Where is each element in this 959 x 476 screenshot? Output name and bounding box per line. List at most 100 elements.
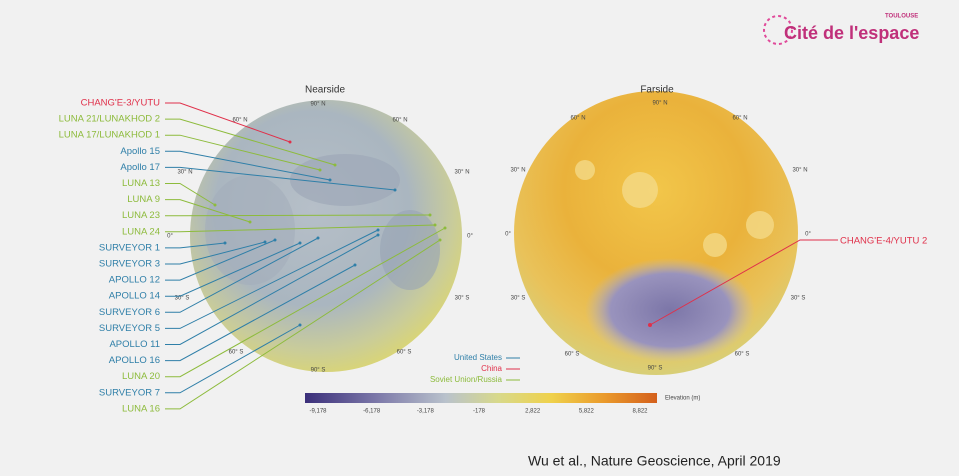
grid-label: 30° S [455, 296, 470, 302]
grid-label: 90° S [648, 366, 663, 372]
site-marker [376, 228, 380, 232]
leader-line [165, 242, 301, 297]
leader-line [165, 237, 319, 313]
site-marker [353, 263, 357, 267]
site-label: SURVEYOR 6 [99, 307, 160, 318]
leader-line [165, 214, 431, 217]
site-label: LUNA 13 [122, 178, 160, 189]
basin [585, 258, 755, 362]
site-marker [273, 238, 277, 242]
colorbar-tick: 8,822 [632, 409, 648, 415]
leader-line [165, 227, 446, 378]
leader-line [165, 199, 251, 223]
site-label: SURVEYOR 7 [99, 387, 160, 398]
crater [622, 172, 658, 208]
colorbar-tick: -3,178 [417, 409, 435, 415]
globe-title: Nearside [305, 85, 345, 96]
crater [575, 160, 595, 180]
grid-label: 30° N [177, 170, 192, 176]
leader-line [165, 118, 336, 166]
site-marker [318, 168, 322, 172]
grid-label: 60° N [392, 118, 407, 124]
grid-label: 30° S [791, 296, 806, 302]
site-label: CHANG'E-3/YUTU [81, 98, 161, 109]
logo: Cité de l'espace TOULOUSE [763, 14, 919, 45]
site-label: CHANG'E-4/YUTU 2 [840, 236, 927, 247]
leader-line [165, 183, 216, 206]
leader-line [649, 239, 838, 326]
globe-title: Farside [640, 85, 674, 96]
site-marker [393, 188, 397, 192]
leader-line [165, 166, 396, 191]
leader-line [165, 239, 441, 410]
site-label: LUNA 20 [122, 371, 160, 382]
grid-label: 90° S [311, 368, 326, 374]
colorbar [305, 393, 657, 403]
grid-label: 30° N [454, 170, 469, 176]
leader-line [165, 102, 291, 143]
site-marker [263, 240, 267, 244]
leader-line [165, 239, 276, 281]
site-label: LUNA 16 [122, 403, 160, 414]
site-marker [648, 323, 652, 327]
leader-line [165, 264, 356, 362]
site-label: APOLLO 14 [109, 291, 160, 302]
legend-label: China [481, 364, 502, 373]
logo-city: TOULOUSE [885, 14, 918, 20]
leader-line [165, 234, 379, 345]
grid-label: 0° [505, 232, 511, 238]
grid-label: 60° N [570, 116, 585, 122]
site-marker [328, 178, 332, 182]
site-label: LUNA 23 [122, 210, 160, 221]
site-marker [438, 238, 442, 242]
crater [746, 211, 774, 239]
grid-label: 30° N [510, 168, 525, 174]
site-marker [298, 241, 302, 245]
crater [703, 233, 727, 257]
nearside-globe [190, 100, 462, 372]
logo-mark [763, 15, 793, 45]
site-marker [428, 213, 432, 217]
site-marker [223, 241, 227, 245]
site-label: SURVEYOR 1 [99, 242, 160, 253]
grid-label: 0° [805, 232, 811, 238]
grid-label: 30° S [175, 296, 190, 302]
leader-line [165, 242, 226, 249]
grid-label: 60° S [735, 352, 750, 358]
leader-line [165, 134, 321, 171]
site-label: LUNA 24 [122, 226, 160, 237]
grid-label: 0° [467, 234, 473, 240]
leader-line [165, 150, 331, 181]
credit: Wu et al., Nature Geoscience, April 2019 [528, 453, 781, 469]
site-label: LUNA 21/LUNAKHOD 2 [59, 114, 160, 125]
leader-line [165, 241, 266, 265]
grid-label: 30° S [511, 296, 526, 302]
leader-line [165, 229, 379, 329]
leader-line [165, 224, 436, 233]
site-label: Apollo 15 [120, 146, 160, 157]
site-label: APOLLO 12 [109, 275, 160, 286]
grid-label: 60° N [232, 118, 247, 124]
grid-label: 90° N [310, 102, 325, 108]
legend-label: Soviet Union/Russia [430, 375, 503, 384]
colorbar-label: Elevation (m) [665, 396, 700, 402]
colorbar-tick: -6,178 [363, 409, 381, 415]
grid-label: 60° S [397, 350, 412, 356]
logo-name: Cité de l'espace [784, 23, 919, 43]
mare [290, 154, 400, 206]
grid-label: 60° N [732, 116, 747, 122]
site-label: LUNA 9 [127, 194, 160, 205]
site-marker [213, 203, 217, 207]
site-label: SURVEYOR 5 [99, 323, 160, 334]
site-label: Apollo 17 [120, 162, 160, 173]
colorbar-tick: -178 [473, 409, 486, 415]
grid-label: 0° [167, 234, 173, 240]
site-marker [376, 233, 380, 237]
site-marker [443, 226, 447, 230]
site-label: APOLLO 11 [109, 339, 160, 350]
grid-label: 60° S [565, 352, 580, 358]
site-marker [333, 163, 337, 167]
colorbar-tick: 5,822 [579, 409, 595, 415]
farside-globe [514, 91, 798, 375]
